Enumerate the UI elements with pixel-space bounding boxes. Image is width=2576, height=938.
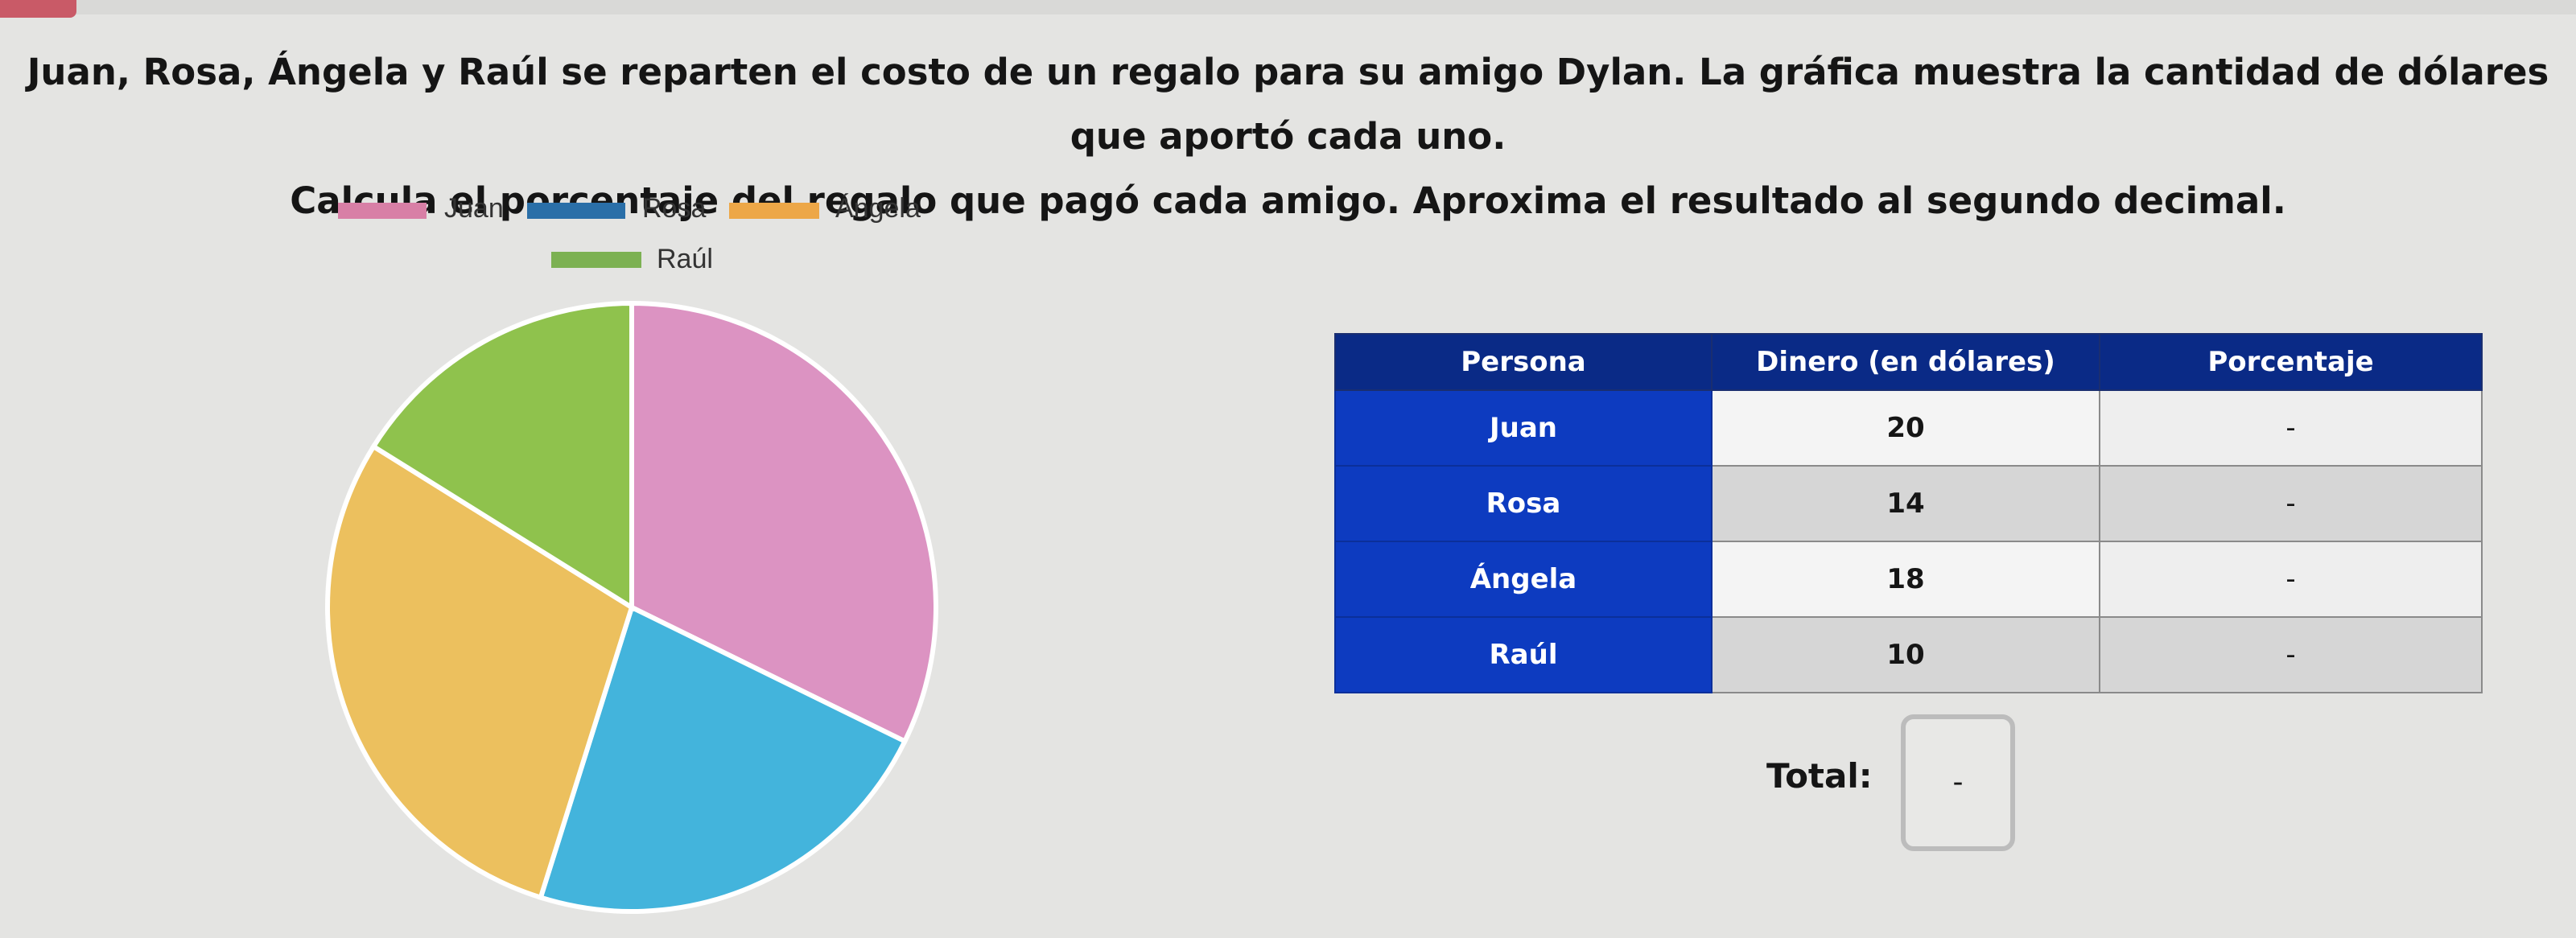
question-line-1: Juan, Rosa, Ángela y Raúl se reparten el… [27, 51, 2549, 158]
table-row: Ángela 18 - [1334, 541, 2483, 618]
legend-swatch-raul [551, 252, 641, 268]
header-persona: Persona [1334, 333, 1713, 391]
header-dinero: Dinero (en dólares) [1711, 333, 2100, 391]
table-row: Rosa 14 - [1334, 465, 2483, 542]
question-text: Juan, Rosa, Ángela y Raúl se reparten el… [0, 40, 2576, 233]
question-line-2: Calcula el porcentaje del regalo que pag… [290, 179, 2286, 222]
cell-dinero: 14 [1711, 465, 2100, 542]
table-row: Juan 20 - [1334, 389, 2483, 467]
pie-slice-rosa [538, 603, 909, 914]
top-bar [0, 0, 2576, 14]
legend-label-angela: Ángela [835, 193, 921, 224]
legend-label-raul: Raúl [657, 244, 713, 274]
cell-porcentaje-input[interactable]: - [2099, 465, 2483, 542]
cell-porcentaje-input[interactable]: - [2099, 616, 2483, 693]
legend-swatch-rosa [527, 203, 625, 219]
cell-dinero: 18 [1711, 541, 2100, 618]
data-table: Persona Dinero (en dólares) Porcentaje J… [1334, 333, 2483, 693]
cell-persona: Ángela [1334, 541, 1713, 618]
cell-persona: Juan [1334, 389, 1713, 467]
cell-persona: Rosa [1334, 465, 1713, 542]
table-header-row: Persona Dinero (en dólares) Porcentaje [1334, 333, 2483, 391]
total-label: Total: [1766, 756, 1873, 796]
cell-persona: Raúl [1334, 616, 1713, 693]
table-row: Raúl 10 - [1334, 616, 2483, 693]
cell-porcentaje-input[interactable]: - [2099, 389, 2483, 467]
cell-porcentaje-input[interactable]: - [2099, 541, 2483, 618]
cell-dinero: 20 [1711, 389, 2100, 467]
legend-swatch-angela [729, 203, 819, 219]
header-porcentaje: Porcentaje [2099, 333, 2483, 391]
pie-slice-juan [629, 300, 938, 745]
total-input[interactable]: - [1901, 714, 2015, 851]
legend-label-juan: Juan [444, 193, 504, 224]
pie-slice-raul [370, 300, 634, 612]
pie-chart [325, 300, 938, 914]
legend-label-rosa: Rosa [642, 193, 707, 224]
pie-slice-angela [325, 442, 635, 901]
top-tab[interactable] [0, 0, 76, 18]
legend-swatch-juan [338, 203, 427, 219]
cell-dinero: 10 [1711, 616, 2100, 693]
